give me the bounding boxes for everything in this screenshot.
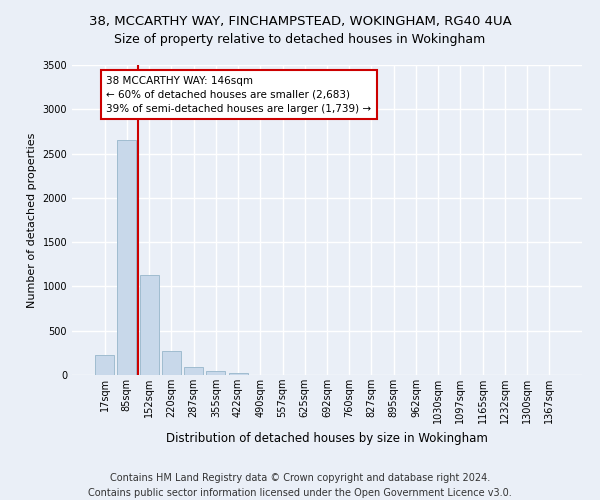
X-axis label: Distribution of detached houses by size in Wokingham: Distribution of detached houses by size …	[166, 432, 488, 444]
Bar	[118, 140, 136, 375]
Text: Contains HM Land Registry data © Crown copyright and database right 2024.
Contai: Contains HM Land Registry data © Crown c…	[88, 472, 512, 498]
Text: 38, MCCARTHY WAY, FINCHAMPSTEAD, WOKINGHAM, RG40 4UA: 38, MCCARTHY WAY, FINCHAMPSTEAD, WOKINGH…	[89, 15, 511, 28]
Text: Size of property relative to detached houses in Wokingham: Size of property relative to detached ho…	[115, 32, 485, 46]
Bar	[229, 373, 248, 375]
Bar	[184, 366, 203, 375]
Bar	[162, 351, 181, 375]
Y-axis label: Number of detached properties: Number of detached properties	[27, 132, 37, 308]
Bar	[95, 354, 114, 375]
Bar	[206, 371, 225, 375]
Bar	[140, 275, 158, 375]
Text: 38 MCCARTHY WAY: 146sqm
← 60% of detached houses are smaller (2,683)
39% of semi: 38 MCCARTHY WAY: 146sqm ← 60% of detache…	[106, 76, 371, 114]
